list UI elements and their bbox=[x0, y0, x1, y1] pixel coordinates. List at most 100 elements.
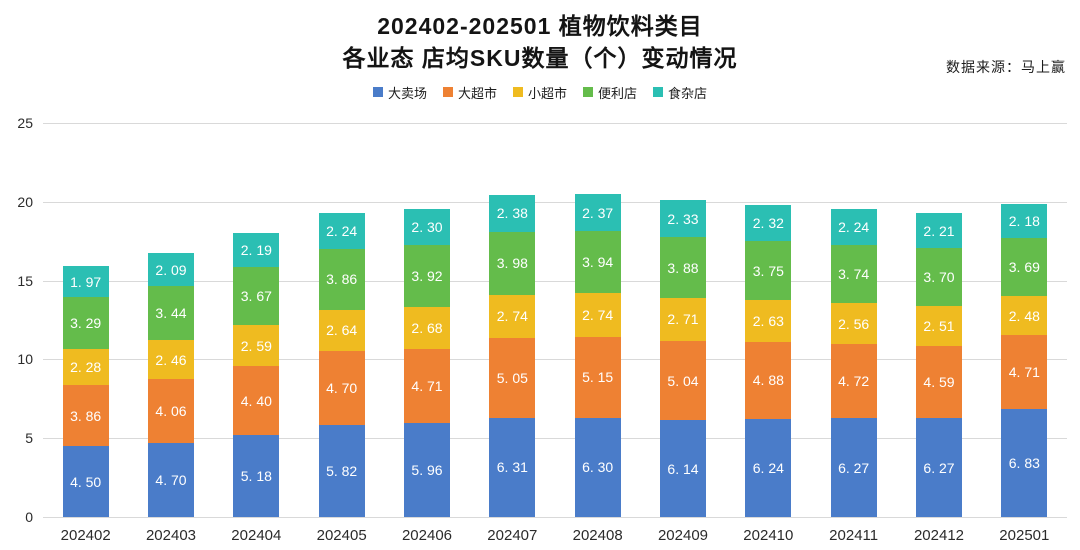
bar-value-label: 2. 32 bbox=[752, 214, 784, 231]
bar-segment-202409-大超市: 5. 04 bbox=[660, 340, 706, 421]
bar-segment-202406-食杂店: 2. 30 bbox=[404, 208, 450, 245]
bar-segment-202408-食杂店: 2. 37 bbox=[574, 193, 621, 232]
x-axis-tick-label: 202408 bbox=[572, 527, 623, 544]
bar-value-label: 3. 94 bbox=[582, 254, 614, 271]
bar-value-label: 6. 24 bbox=[752, 459, 784, 476]
bar-segment-202407-便利店: 3. 98 bbox=[489, 232, 536, 295]
bar-segment-202403-便利店: 3. 44 bbox=[148, 285, 194, 341]
bar-segment-202408-大超市: 5. 15 bbox=[574, 336, 621, 418]
bar-segment-202405-食杂店: 2. 24 bbox=[318, 213, 365, 249]
data-source-note: 数据来源：马上赢 bbox=[946, 59, 1066, 75]
bar-value-label: 4. 50 bbox=[70, 473, 102, 490]
x-axis-tick-label: 202501 bbox=[999, 527, 1050, 544]
gridline bbox=[43, 201, 1067, 203]
legend-swatch-icon bbox=[512, 87, 523, 97]
x-axis-tick-label: 202404 bbox=[231, 527, 282, 544]
chart-title-line1: 202402-202501 植物饮料类目 bbox=[377, 13, 703, 39]
bar-value-label: 4. 70 bbox=[155, 471, 187, 488]
legend-swatch-icon bbox=[653, 87, 664, 97]
bar-value-label: 2. 68 bbox=[411, 319, 443, 336]
legend-label: 便利店 bbox=[598, 85, 638, 101]
bar-segment-202408-大卖场: 6. 30 bbox=[574, 417, 621, 517]
y-axis-tick-label: 5 bbox=[25, 430, 33, 447]
bar-segment-202402-食杂店: 1. 97 bbox=[62, 266, 109, 298]
bar-value-label: 6. 83 bbox=[1008, 455, 1040, 472]
bar-segment-202501-大卖场: 6. 83 bbox=[1001, 409, 1048, 517]
x-axis-tick-label: 202406 bbox=[401, 527, 453, 544]
bar-value-label: 5. 96 bbox=[411, 462, 443, 479]
bar-value-label: 5. 05 bbox=[496, 369, 528, 386]
bar-value-label: 3. 44 bbox=[155, 305, 187, 322]
bar-value-label: 5. 04 bbox=[667, 372, 699, 389]
bar-segment-202403-大超市: 4. 06 bbox=[148, 378, 194, 443]
bar-segment-202408-小超市: 2. 74 bbox=[574, 293, 621, 337]
bar-segment-202404-大卖场: 5. 18 bbox=[233, 435, 280, 517]
bar-segment-202405-小超市: 2. 64 bbox=[318, 309, 365, 352]
bar-value-label: 1. 97 bbox=[70, 273, 102, 290]
bar-segment-202501-小超市: 2. 48 bbox=[1001, 296, 1048, 336]
gridline bbox=[43, 280, 1067, 282]
legend-item-食杂店: 食杂店 bbox=[653, 83, 707, 102]
bar-value-label: 2. 33 bbox=[667, 210, 699, 227]
bar-segment-202411-大超市: 4. 72 bbox=[830, 343, 877, 419]
bar-segment-202404-大超市: 4. 40 bbox=[233, 366, 280, 436]
legend-label: 食杂店 bbox=[668, 85, 708, 101]
bar-value-label: 2. 09 bbox=[155, 261, 187, 278]
bar-value-label: 5. 15 bbox=[582, 369, 614, 386]
x-axis-tick-label: 202409 bbox=[657, 527, 709, 544]
bar-segment-202407-大超市: 5. 05 bbox=[489, 337, 536, 418]
bar-segment-202412-便利店: 3. 70 bbox=[916, 248, 962, 307]
bar-segment-202406-大超市: 4. 71 bbox=[404, 348, 450, 424]
bar-value-label: 2. 18 bbox=[1008, 212, 1040, 229]
gridline bbox=[43, 517, 1067, 518]
legend-swatch-icon bbox=[372, 87, 383, 97]
bar-segment-202501-大超市: 4. 71 bbox=[1001, 335, 1048, 410]
bar-value-label: 2. 28 bbox=[70, 359, 102, 376]
legend-item-便利店: 便利店 bbox=[583, 83, 637, 102]
bar-segment-202410-小超市: 2. 63 bbox=[745, 300, 792, 342]
bar-value-label: 5. 82 bbox=[326, 463, 358, 480]
bar-value-label: 3. 75 bbox=[752, 262, 784, 279]
bar-value-label: 4. 71 bbox=[411, 377, 443, 394]
legend-item-大卖场: 大卖场 bbox=[372, 83, 427, 102]
bar-value-label: 4. 59 bbox=[923, 374, 955, 391]
gridline bbox=[43, 359, 1067, 361]
x-axis-tick-label: 202412 bbox=[913, 527, 965, 544]
bar-segment-202402-大卖场: 4. 50 bbox=[62, 446, 109, 517]
bar-value-label: 3. 29 bbox=[70, 315, 102, 332]
bar-segment-202501-便利店: 3. 69 bbox=[1001, 237, 1048, 297]
bar-segment-202409-大卖场: 6. 14 bbox=[660, 420, 706, 517]
gridline bbox=[43, 438, 1067, 440]
plot-area: 0 5 10 15 20 25 4. 50 3. 86 2. 28 3. 29 1. 97 20240… bbox=[17, 115, 1067, 544]
bar-value-label: 4. 72 bbox=[838, 373, 870, 389]
x-axis-tick-label: 202410 bbox=[743, 527, 794, 544]
bar-value-label: 3. 86 bbox=[326, 271, 358, 288]
bar-value-label: 3. 69 bbox=[1008, 258, 1040, 275]
bar-value-label: 3. 92 bbox=[411, 267, 443, 284]
x-axis-tick-label: 202405 bbox=[316, 527, 367, 544]
bar-segment-202405-大卖场: 5. 82 bbox=[318, 425, 365, 517]
bar-segment-202406-小超市: 2. 68 bbox=[404, 306, 450, 349]
bar-value-label: 2. 48 bbox=[1008, 307, 1040, 324]
bar-value-label: 3. 74 bbox=[838, 265, 870, 282]
bar-segment-202411-小超市: 2. 56 bbox=[830, 303, 877, 344]
bar-segment-202411-大卖场: 6. 27 bbox=[830, 418, 877, 517]
x-axis-tick-label: 202407 bbox=[487, 527, 538, 544]
x-axis-tick-label: 202403 bbox=[145, 527, 197, 544]
bar-value-label: 3. 70 bbox=[923, 269, 955, 286]
legend-swatch-icon bbox=[442, 87, 453, 97]
bar-segment-202412-小超市: 2. 51 bbox=[916, 306, 962, 346]
bar-value-label: 6. 14 bbox=[667, 460, 699, 477]
bar-value-label: 2. 19 bbox=[240, 242, 272, 259]
y-axis-tick-label: 15 bbox=[17, 272, 33, 289]
bar-value-label: 6. 27 bbox=[923, 459, 955, 476]
bar-segment-202404-食杂店: 2. 19 bbox=[233, 232, 280, 268]
legend-item-小超市: 小超市 bbox=[512, 83, 567, 102]
bar-segment-202402-小超市: 2. 28 bbox=[62, 349, 109, 386]
bar-value-label: 2. 21 bbox=[923, 222, 955, 239]
bar-value-label: 3. 88 bbox=[667, 259, 699, 276]
y-axis-tick-label: 0 bbox=[25, 509, 33, 525]
gridline bbox=[43, 123, 1067, 124]
bar-value-label: 2. 24 bbox=[838, 218, 870, 235]
